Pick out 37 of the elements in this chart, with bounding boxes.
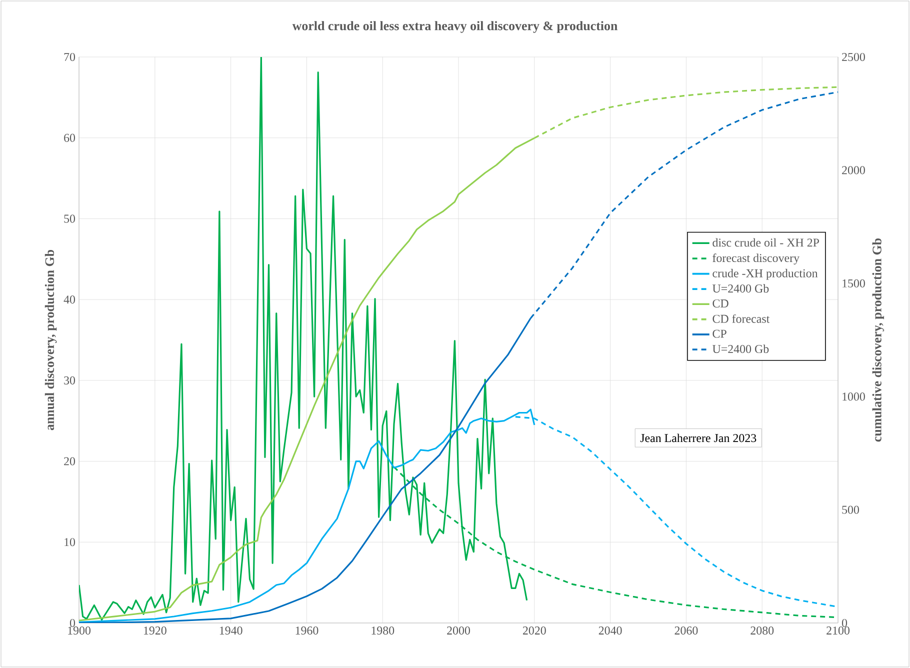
y2-tick-label: 0 — [842, 618, 848, 628]
x-tick-label: 1960 — [296, 626, 318, 635]
chart-title: world crude oil less extra heavy oil discovery & production — [292, 21, 618, 33]
x-tick-label: 2060 — [674, 626, 698, 635]
x-tick-label: 1900 — [68, 626, 90, 635]
x-tick-label: 1940 — [220, 626, 242, 635]
y-tick-label: 60 — [64, 134, 76, 142]
y2-tick-label: 1500 — [842, 279, 865, 288]
y-tick-label: 70 — [64, 52, 76, 62]
y-tick-label: 0 — [70, 618, 76, 628]
annotation: Jean Laherrere Jan 2023 — [640, 434, 756, 442]
legend-label: disc crude oil - XH 2P — [712, 238, 819, 247]
y2-tick-label: 1000 — [842, 392, 865, 401]
y2-tick-label: 2500 — [842, 52, 865, 62]
y2-axis-title: cumulative discovery, production Gb — [872, 238, 884, 442]
legend-label: CD — [712, 299, 728, 308]
y-tick-label: 20 — [64, 457, 76, 466]
x-tick-label: 2100 — [826, 626, 850, 635]
legend-label: forecast discovery — [712, 254, 800, 265]
y-tick-label: 10 — [64, 538, 76, 546]
x-tick-label: 2000 — [447, 626, 470, 635]
y-tick-label: 30 — [64, 376, 76, 384]
legend-label: U=2400 Gb — [712, 284, 769, 293]
x-tick-label: 2040 — [598, 626, 622, 635]
x-tick-label: 2020 — [522, 626, 546, 635]
x-tick-label: 1980 — [372, 626, 394, 635]
legend-label: CD forecast — [712, 314, 770, 323]
x-tick-label: 2080 — [750, 626, 774, 635]
legend-label: crude -XH production — [712, 268, 818, 280]
legend-label: CP — [712, 330, 726, 338]
y2-tick-label: 500 — [842, 506, 859, 514]
x-tick-label: 1920 — [144, 626, 166, 635]
legend-label: U=2400 Gb — [712, 344, 769, 354]
y-tick-label: 40 — [64, 296, 76, 304]
y-axis-title: annual discovery, production Gb — [44, 250, 57, 430]
y2-tick-label: 2000 — [842, 166, 865, 174]
y-tick-label: 50 — [64, 214, 76, 223]
